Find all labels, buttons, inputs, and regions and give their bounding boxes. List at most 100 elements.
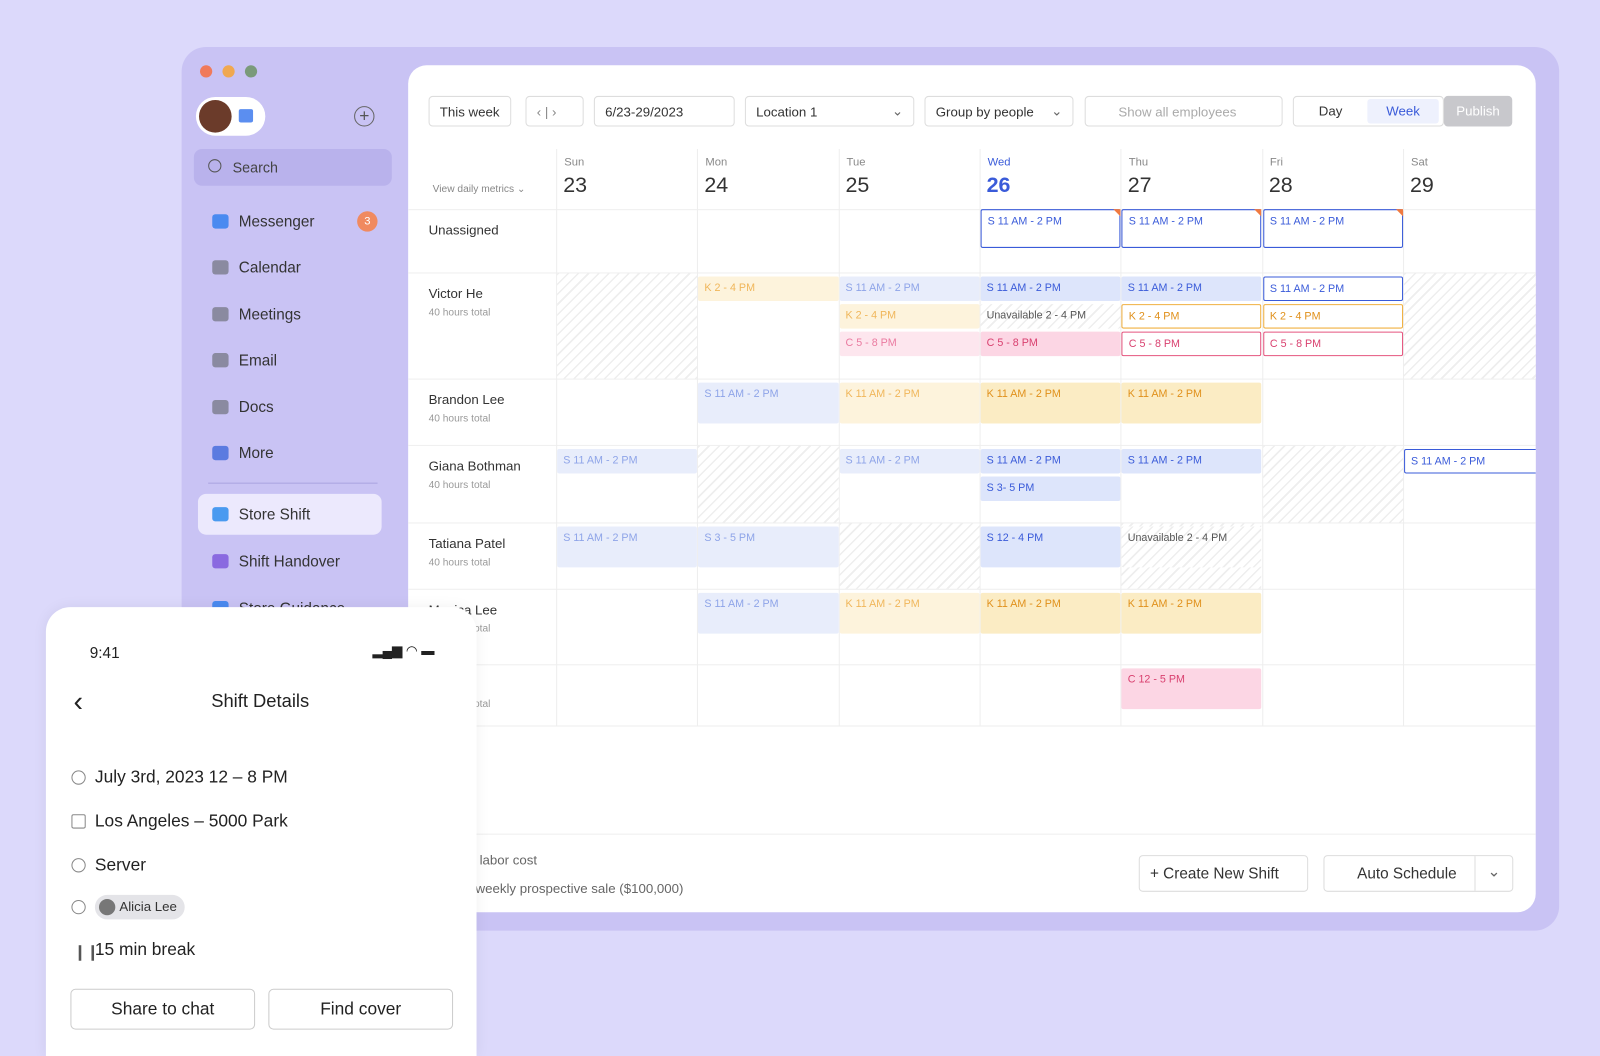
unavailable-cell: [839, 523, 980, 589]
person-chip[interactable]: Alicia Lee: [94, 894, 186, 920]
unavailable-cell: [698, 445, 839, 523]
row-line: [408, 664, 1536, 666]
app-icon: [238, 109, 254, 123]
shift[interactable]: S 11 AM - 2 PM: [980, 448, 1121, 474]
shift[interactable]: S 11 AM - 2 PM: [1262, 276, 1403, 302]
column-line: [556, 148, 558, 726]
shift[interactable]: S 11 AM - 2 PM: [698, 592, 839, 634]
person-avatar: [98, 898, 116, 916]
location-select[interactable]: Location 1 ⌄: [744, 95, 915, 127]
shift[interactable]: C 5 - 8 PM: [1121, 331, 1262, 357]
person-name: Unassigned: [428, 222, 499, 238]
shift[interactable]: K 2 - 4 PM: [839, 304, 980, 329]
shift[interactable]: K 11 AM - 2 PM: [839, 592, 980, 634]
shift[interactable]: S 11 AM - 2 PM: [557, 448, 698, 474]
clock-icon: [71, 770, 86, 785]
add-button[interactable]: +: [354, 106, 375, 127]
nav-item[interactable]: Email: [210, 340, 381, 381]
window-maximize[interactable]: [244, 65, 258, 78]
main-panel: This week ‹ | › 6/23-29/2023 Location 1 ⌄…: [408, 65, 1536, 913]
filter[interactable]: Show all employees: [1084, 95, 1283, 127]
shift[interactable]: K 2 - 4 PM: [1121, 304, 1262, 329]
daily-metrics[interactable]: View daily metrics ⌄: [432, 183, 526, 195]
shift[interactable]: K 11 AM - 2 PM: [1121, 382, 1262, 424]
prev-next[interactable]: ‹ | ›: [525, 95, 584, 127]
nav-item[interactable]: Docs: [210, 387, 381, 428]
nav-icon: [212, 214, 229, 229]
shift[interactable]: S 11 AM - 2 PM: [980, 209, 1121, 248]
week-tab[interactable]: Week: [1367, 98, 1439, 124]
shift[interactable]: C 5 - 8 PM: [839, 331, 980, 357]
shift[interactable]: S 11 AM - 2 PM: [980, 276, 1121, 302]
search-icon: [208, 159, 222, 173]
shift[interactable]: S 3 - 5 PM: [698, 526, 839, 568]
shift-location: Los Angeles – 5000 Park: [94, 811, 288, 831]
unavailable-cell: [557, 273, 698, 379]
shift[interactable]: S 3- 5 PM: [980, 476, 1121, 502]
shift[interactable]: Unavailable 2 - 4 PM: [1121, 526, 1262, 568]
shift[interactable]: K 11 AM - 2 PM: [980, 592, 1121, 634]
shift[interactable]: S 11 AM - 2 PM: [1262, 209, 1403, 248]
day-name: Sat: [1411, 156, 1428, 169]
shift[interactable]: K 11 AM - 2 PM: [1121, 592, 1262, 634]
shift[interactable]: K 11 AM - 2 PM: [980, 382, 1121, 424]
shift-flag: [1113, 209, 1121, 217]
dropdown[interactable]: ⌄: [1474, 856, 1512, 891]
day-tab[interactable]: Day: [1318, 103, 1343, 119]
nav-item[interactable]: More: [210, 433, 381, 474]
nav-item[interactable]: Shift Handover: [210, 541, 381, 582]
nav-item[interactable]: Messenger 3: [210, 201, 381, 242]
back-button[interactable]: ‹: [73, 685, 83, 718]
auto-schedule-button[interactable]: Auto Schedule ⌄: [1323, 855, 1514, 892]
window-minimize[interactable]: [222, 65, 235, 78]
window-close[interactable]: [199, 65, 213, 78]
date-range[interactable]: 6/23-29/2023: [593, 95, 735, 127]
shift[interactable]: S 11 AM - 2 PM: [839, 448, 980, 474]
shift[interactable]: S 11 AM - 2 PM: [1121, 209, 1262, 248]
publish-button[interactable]: Publish: [1443, 95, 1513, 127]
shift[interactable]: S 12 - 4 PM: [980, 526, 1121, 568]
nav-item[interactable]: Store Shift: [197, 493, 382, 535]
day-date: 25: [845, 173, 870, 197]
location-icon: [71, 814, 86, 829]
shift[interactable]: K 2 - 4 PM: [698, 276, 839, 302]
shift-time: July 3rd, 2023 12 – 8 PM: [94, 767, 288, 787]
day-date: 23: [563, 173, 588, 197]
shift[interactable]: K 2 - 4 PM: [1262, 304, 1403, 329]
create-shift-button[interactable]: + Create New Shift: [1138, 855, 1309, 892]
shift[interactable]: S 11 AM - 2 PM: [1403, 448, 1536, 474]
nav-item[interactable]: Meetings: [210, 294, 381, 335]
shift[interactable]: C 12 - 5 PM: [1121, 668, 1262, 710]
share-button[interactable]: Share to chat: [70, 988, 256, 1030]
this-week-button[interactable]: This week: [428, 95, 511, 127]
shift[interactable]: C 5 - 8 PM: [1262, 331, 1403, 357]
column-line: [1120, 148, 1122, 726]
shift[interactable]: S 11 AM - 2 PM: [698, 382, 839, 424]
filter-text: Show all employees: [1118, 103, 1237, 119]
row-line: [408, 522, 1536, 524]
nav-label: Store Shift: [238, 505, 311, 523]
row-line: [408, 209, 1536, 211]
nav-icon: [212, 445, 229, 461]
shift[interactable]: S 11 AM - 2 PM: [557, 526, 698, 568]
status-time: 9:41: [89, 644, 120, 663]
day-name: Wed: [987, 156, 1011, 169]
shift[interactable]: S 11 AM - 2 PM: [839, 276, 980, 302]
find-cover-button[interactable]: Find cover: [268, 988, 454, 1030]
day-name: Thu: [1128, 156, 1149, 169]
day-date: 24: [704, 173, 729, 197]
chevron: ⌄: [891, 103, 904, 119]
shift[interactable]: S 11 AM - 2 PM: [1121, 448, 1262, 474]
shift[interactable]: K 11 AM - 2 PM: [839, 382, 980, 424]
shift-flag: [1395, 209, 1403, 217]
person-icon: [71, 899, 86, 915]
nav-item[interactable]: Calendar: [210, 247, 381, 288]
shift[interactable]: S 11 AM - 2 PM: [1121, 276, 1262, 302]
shift[interactable]: C 5 - 8 PM: [980, 331, 1121, 357]
group-select[interactable]: Group by people ⌄: [924, 95, 1074, 127]
profile-pill[interactable]: [195, 96, 266, 136]
auto-schedule-text: Auto Schedule: [1357, 864, 1457, 883]
search-box[interactable]: Search: [193, 148, 392, 186]
shift[interactable]: Unavailable 2 - 4 PM: [980, 304, 1121, 329]
